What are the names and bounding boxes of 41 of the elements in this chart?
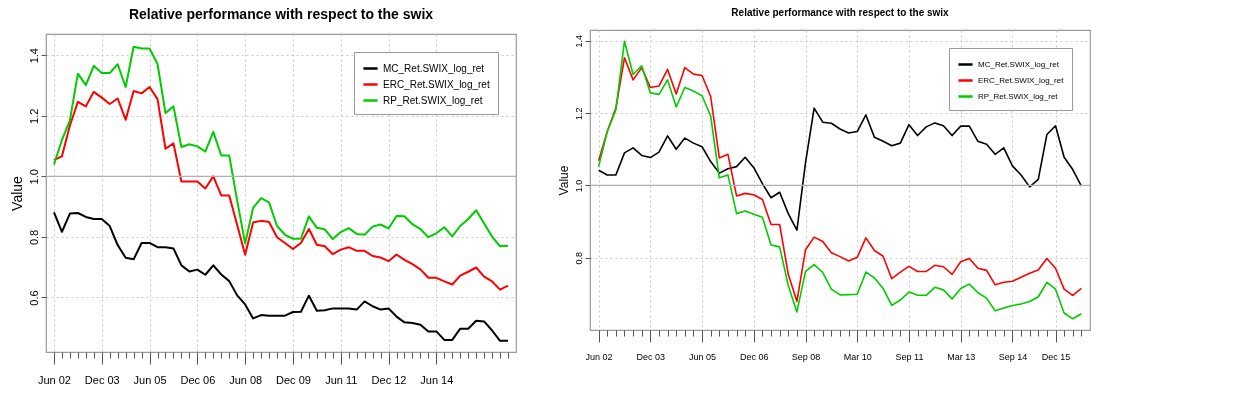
x-tick-label: Dec 06 [740,351,769,362]
y-tick-label: 1.2 [27,108,40,124]
x-tick-label: Dec 06 [180,373,216,386]
x-tick-label: Mar 13 [947,351,976,362]
y-tick-label: 1.4 [27,48,40,64]
chart-title: Relative performance with respect to the swix [731,7,950,18]
chart-title: Relative performance with respect to the swix [128,6,434,22]
y-tick-label: 1.0 [573,179,584,193]
x-tick-label: Dec 09 [276,373,311,386]
x-tick-label: Sep 11 [895,351,924,362]
x-tick-label: Dec 12 [371,373,407,386]
x-tick-label: Dec 03 [636,351,666,362]
x-tick-label: Jun 05 [133,373,167,386]
y-tick-label: 0.8 [573,251,584,265]
y-tick-label: 1.0 [27,169,40,185]
legend-label: ERC_Ret.SWIX_log_ret [978,75,1065,85]
x-tick-label: Jun 14 [420,373,454,386]
legend-label: RP_Ret.SWIX_log_ret [383,94,483,106]
x-tick-label: Mar 10 [843,351,872,362]
y-tick-label: 0.6 [27,290,40,306]
x-tick-label: Sep 08 [791,351,821,362]
legend-label: RP_Ret.SWIX_log_ret [978,91,1059,101]
y-axis-title: Value [556,165,571,196]
line-series [52,211,510,342]
x-tick-label: Jun 11 [325,373,358,386]
y-axis-title: Value [8,175,25,211]
y-tick-label: 1.2 [573,107,584,120]
y-tick-label: 0.8 [27,229,40,246]
x-tick-label: Jun 02 [37,373,71,386]
legend-label: MC_Ret.SWIX_log_ret [978,59,1060,69]
x-tick-label: Jun 08 [229,373,263,386]
legend-label: MC_Ret.SWIX_log_ret [383,62,485,74]
legend-label: ERC_Ret.SWIX_log_ret [383,78,490,90]
x-tick-label: Dec 15 [1041,351,1071,362]
y-tick-label: 1.4 [573,35,584,48]
line-series [597,107,1083,232]
line-series [52,45,510,248]
x-tick-label: Sep 14 [998,351,1028,362]
x-tick-label: Dec 03 [84,373,120,386]
x-tick-label: Jun 05 [689,351,717,362]
x-tick-label: Jun 02 [585,351,613,362]
